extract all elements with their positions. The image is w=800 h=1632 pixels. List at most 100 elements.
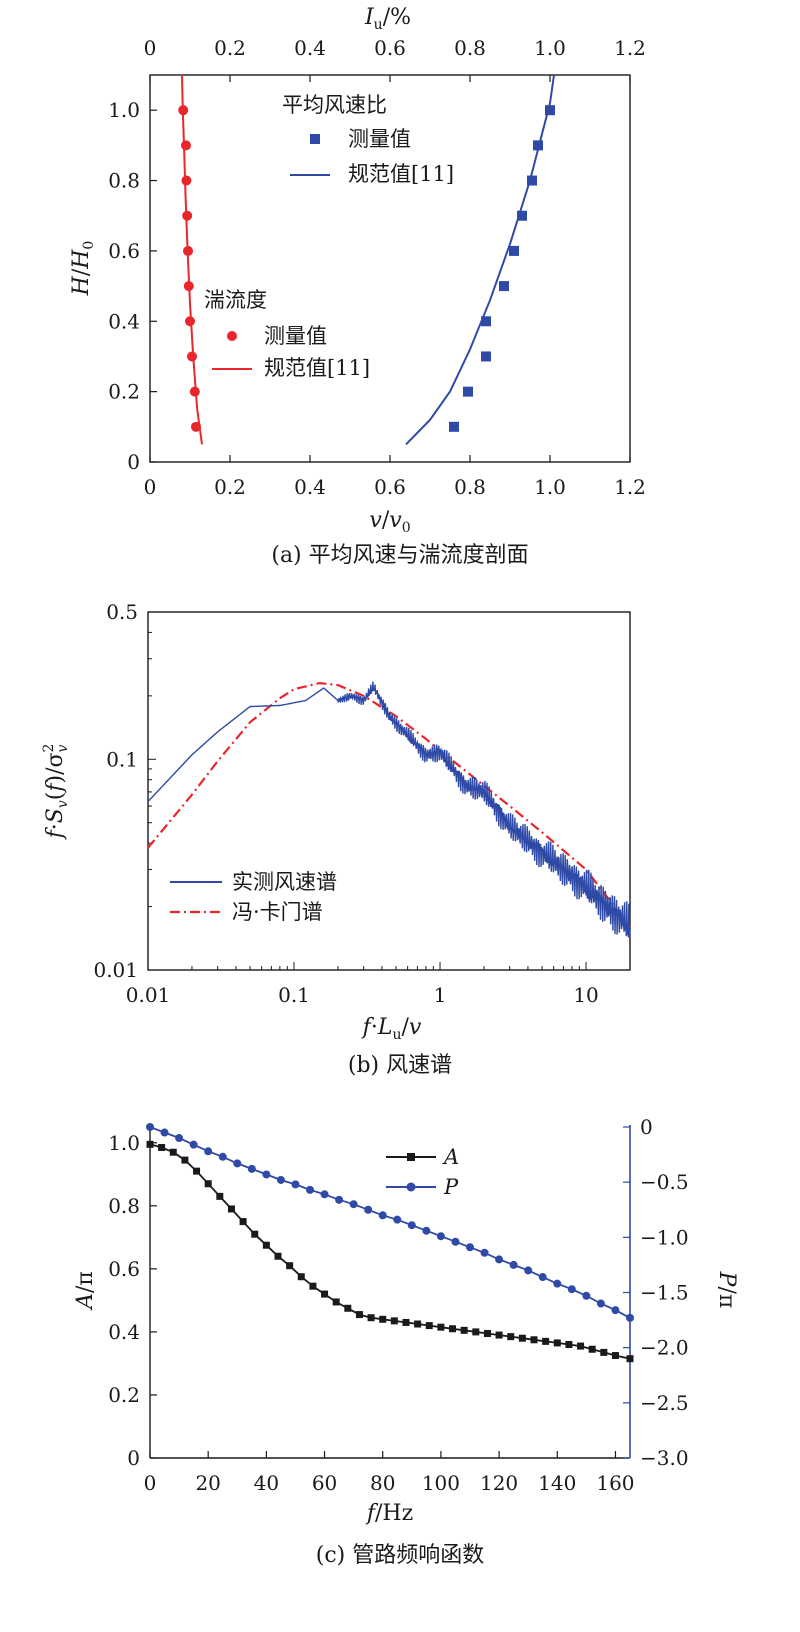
panel-b-lines <box>147 681 631 938</box>
panel-b-plot-frame <box>147 611 631 971</box>
phase-point <box>436 1232 445 1241</box>
left-y-tick-label: 0.6 <box>108 1257 140 1281</box>
y-tick-label: 0 <box>127 450 140 474</box>
panel-a-profile-chart: 000.20.20.40.40.60.60.80.81.01.01.21.200… <box>69 5 646 568</box>
phase-point <box>262 1170 271 1179</box>
phase-point <box>335 1195 344 1204</box>
right-y-tick-label: 0 <box>640 1115 653 1139</box>
x-tick-label: 0.6 <box>374 475 406 499</box>
amplitude-point <box>390 1317 398 1325</box>
phase-point <box>509 1260 518 1269</box>
amplitude-point <box>553 1339 561 1347</box>
x-tick-label: 0.8 <box>454 475 486 499</box>
phase-point <box>393 1215 402 1224</box>
panel-a-points <box>178 105 555 432</box>
x-tick-label: 0 <box>144 1471 157 1495</box>
phase-point <box>451 1237 460 1246</box>
turbulence-measured-point <box>191 421 201 432</box>
top-x-tick-label: 0 <box>144 36 157 60</box>
right-y-tick-label: −2.5 <box>640 1391 689 1415</box>
amplitude-point <box>379 1315 387 1323</box>
wind-ratio-measured-point <box>449 421 459 432</box>
amplitude-point <box>518 1334 526 1342</box>
left-y-tick-label: 0.2 <box>108 1383 140 1407</box>
panel-c-caption: (c) 管路频响函数 <box>316 1543 484 1568</box>
amplitude-point <box>402 1318 410 1326</box>
panel-c-x-axis-label: f/Hz <box>365 1501 413 1526</box>
top-x-tick-label: 0.6 <box>374 36 406 60</box>
amplitude-point <box>542 1337 550 1345</box>
phase-point <box>291 1180 300 1189</box>
panel-c-ticks <box>149 1126 630 1459</box>
phase-point <box>466 1243 474 1252</box>
phase-point <box>422 1226 431 1235</box>
top-x-tick-label: 1.0 <box>534 36 566 60</box>
right-y-tick-label: −2.0 <box>640 1336 689 1360</box>
y-tick-label: 0.5 <box>106 600 138 624</box>
panel-b-x-axis-label: f·Lu/v <box>361 1015 422 1043</box>
panel-a-top-axis-label: Iu/% <box>364 5 411 33</box>
panel-a-tick-labels: 000.20.20.40.40.60.60.80.81.01.01.21.200… <box>108 36 646 499</box>
wind-ratio-code-curve <box>405 74 555 446</box>
top-x-tick-label: 1.2 <box>614 36 646 60</box>
panel-c-right-axis-label: P/π <box>714 1271 739 1309</box>
legend-c-a-marker <box>407 1153 415 1161</box>
amplitude-point <box>146 1140 154 1148</box>
legend-a-group1-measured-marker <box>310 134 320 144</box>
amplitude-point <box>321 1290 329 1298</box>
amplitude-point <box>460 1326 468 1334</box>
phase-line <box>149 1126 631 1319</box>
legend-c-p-marker <box>406 1182 416 1192</box>
phase-point <box>175 1134 184 1143</box>
y-tick-label: 0.4 <box>108 309 140 333</box>
panel-a-ticks <box>149 75 631 463</box>
wind-ratio-measured-point <box>481 351 491 362</box>
legend-a-group2-title: 湍流度 <box>204 288 267 312</box>
panel-c-tick-labels: 0 20 40 60 80 100 120 140 160 0 0.2 0.4 0.6 0.8 1.0 0 −0… <box>108 1115 688 1495</box>
amplitude-point <box>158 1143 166 1151</box>
turbulence-measured-point <box>185 316 195 327</box>
phase-point <box>320 1190 329 1199</box>
phase-point <box>233 1159 242 1168</box>
amplitude-point <box>611 1352 619 1360</box>
amplitude-point <box>577 1342 585 1350</box>
phase-point <box>480 1248 489 1257</box>
amplitude-point <box>414 1320 422 1328</box>
phase-point <box>596 1299 605 1308</box>
left-y-tick-label: 0.4 <box>108 1320 140 1344</box>
phase-point <box>567 1285 576 1294</box>
turbulence-measured-point <box>181 175 192 186</box>
phase-point <box>247 1164 256 1173</box>
amplitude-point <box>193 1167 201 1175</box>
wind-ratio-measured-point <box>545 105 555 116</box>
wind-ratio-measured-point <box>481 316 491 327</box>
x-tick-label: 40 <box>254 1471 279 1495</box>
right-y-tick-label: −1.0 <box>640 1225 689 1249</box>
amplitude-point <box>204 1180 212 1188</box>
panel-a-caption: (a) 平均风速与湍流度剖面 <box>271 543 528 568</box>
turbulence-measured-point <box>187 351 197 362</box>
x-tick-label: 80 <box>370 1471 395 1495</box>
panel-b-spectrum-chart: 0.01 0.1 1 100.010.10.5 f·Lu/v f·Sv(f)/σv2 … <box>41 600 631 1078</box>
legend-a-group1-code-label: 规范值[11] <box>348 162 454 186</box>
left-y-tick-label: 0.8 <box>108 1194 140 1218</box>
x-tick-label: 10 <box>573 983 598 1007</box>
phase-point <box>146 1123 154 1131</box>
legend-a-group2-measured-marker <box>227 331 237 341</box>
vonkarman-spectrum-line <box>147 681 631 928</box>
x-tick-label: 20 <box>195 1471 220 1495</box>
right-y-tick-label: −3.0 <box>640 1446 689 1470</box>
x-tick-label: 0.2 <box>214 475 246 499</box>
turbulence-measured-point <box>189 386 200 397</box>
amplitude-point <box>216 1192 224 1200</box>
y-tick-label: 0.01 <box>93 958 138 982</box>
panel-a-y-axis-label: H/H0 <box>69 241 97 297</box>
amplitude-point <box>495 1331 503 1339</box>
x-tick-label: 160 <box>596 1471 634 1495</box>
phase-point <box>160 1128 169 1137</box>
amplitude-point <box>262 1241 270 1249</box>
wind-ratio-measured-point <box>527 175 537 186</box>
y-tick-label: 0.8 <box>108 169 140 193</box>
top-x-tick-label: 0.8 <box>454 36 486 60</box>
wind-ratio-measured-point <box>517 210 527 221</box>
